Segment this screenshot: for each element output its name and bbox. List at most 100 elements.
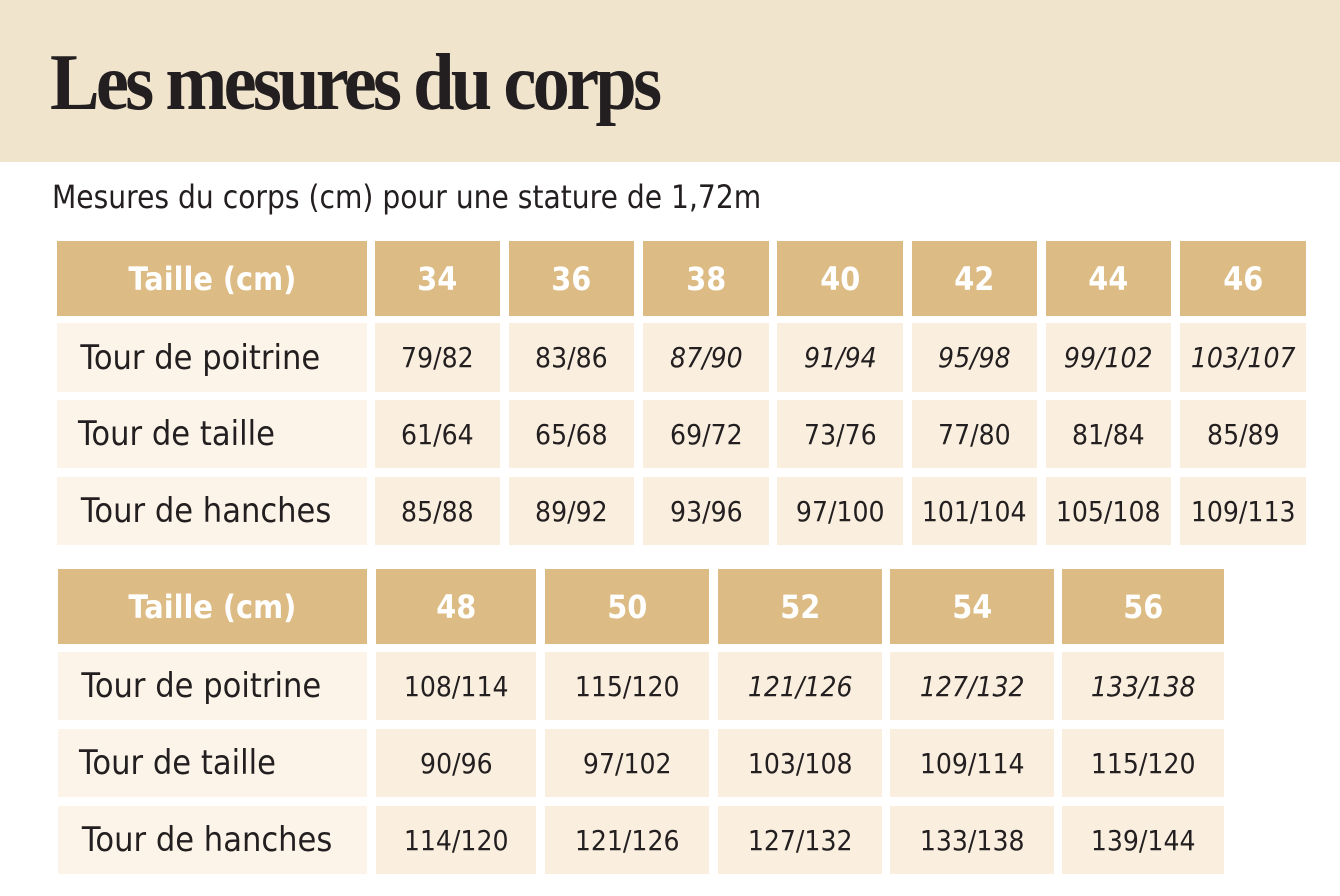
measurement-label-cell-text: Tour de taille	[77, 414, 275, 454]
measurement-value-cell: 133/138	[890, 806, 1054, 874]
measurement-value-cell: 90/96	[376, 729, 536, 797]
measurement-value-cell-text: 105/108	[1056, 494, 1161, 528]
measurement-value-cell: 85/88	[375, 477, 500, 545]
measurement-value-cell-text: 85/88	[401, 494, 474, 528]
measurement-value-cell: 139/144	[1062, 806, 1224, 874]
size-header-cell: 52	[718, 569, 882, 644]
measurement-value-cell-text: 133/138	[1090, 669, 1196, 703]
measurement-value-cell-text: 139/144	[1090, 823, 1196, 857]
measurement-value-cell: 65/68	[509, 400, 634, 468]
measurement-value-cell: 133/138	[1062, 652, 1224, 720]
measurement-value-cell-text: 73/76	[803, 417, 877, 451]
measurement-value-cell: 79/82	[375, 323, 500, 392]
header-label-cell-text: Taille (cm)	[128, 259, 296, 298]
page-title: Les mesures du corps	[50, 39, 662, 127]
measurement-value-cell: 127/132	[890, 652, 1054, 720]
measurement-value-cell-text: 77/80	[938, 417, 1011, 451]
size-header-cell: 40	[777, 241, 903, 316]
measurement-value-cell: 77/80	[912, 400, 1037, 468]
measurement-value-cell-text: 133/138	[919, 823, 1025, 857]
measurement-value-cell-text: 127/132	[919, 669, 1025, 703]
measurement-value-cell-text: 109/113	[1190, 494, 1296, 528]
measurement-value-cell: 99/102	[1046, 323, 1171, 392]
measurement-value-cell-text: 103/108	[747, 746, 853, 780]
measurement-value-cell: 121/126	[545, 806, 709, 874]
size-header-cell-text: 36	[551, 259, 592, 298]
measurement-value-cell: 83/86	[509, 323, 634, 392]
measurement-label-cell: Tour de poitrine	[58, 652, 367, 720]
size-header-cell: 42	[912, 241, 1037, 316]
measurement-value-cell: 115/120	[1062, 729, 1224, 797]
measurement-value-cell-text: 93/96	[669, 494, 743, 528]
measurement-value-cell-text: 87/90	[669, 341, 743, 374]
measurement-value-cell-text: 108/114	[403, 669, 509, 703]
measurement-label-cell-text: Tour de poitrine	[81, 666, 322, 706]
measurement-label-cell-text: Tour de hanches	[81, 820, 333, 860]
measurement-value-cell-text: 121/126	[747, 669, 853, 703]
measurement-value-cell-text: 114/120	[403, 823, 509, 857]
size-header-cell: 56	[1062, 569, 1224, 644]
measurement-label-cell-text: Tour de hanches	[80, 491, 332, 531]
measurement-value-cell: 97/102	[545, 729, 709, 797]
size-header-cell: 34	[375, 241, 500, 316]
measurement-value-cell-text: 103/107	[1190, 341, 1296, 374]
header-label-cell-text: Taille (cm)	[128, 587, 297, 626]
measurement-value-cell-text: 121/126	[574, 823, 680, 857]
size-header-cell-text: 38	[685, 259, 727, 298]
size-header-cell: 54	[890, 569, 1054, 644]
measurement-value-cell-text: 109/114	[919, 746, 1025, 780]
measurement-value-cell-text: 81/84	[1072, 417, 1145, 451]
size-header-cell: 44	[1046, 241, 1171, 316]
measurement-label-cell: Tour de poitrine	[57, 323, 367, 392]
size-header-cell-text: 44	[1088, 259, 1129, 298]
size-header-cell-text: 50	[606, 587, 648, 626]
size-header-cell: 38	[643, 241, 769, 316]
measurement-value-cell-text: 69/72	[669, 417, 743, 451]
measurement-value-cell: 103/107	[1180, 323, 1306, 392]
measurement-value-cell: 87/90	[643, 323, 769, 392]
measurement-value-cell-text: 127/132	[747, 823, 853, 857]
measurement-value-cell: 101/104	[912, 477, 1037, 545]
measurement-value-cell-text: 99/102	[1064, 341, 1153, 374]
header-label-cell: Taille (cm)	[57, 241, 367, 316]
size-header-cell: 50	[545, 569, 709, 644]
size-header-cell-text: 46	[1222, 259, 1264, 298]
measurement-value-cell: 115/120	[545, 652, 709, 720]
measurement-value-cell-text: 79/82	[401, 341, 474, 374]
measurement-value-cell: 81/84	[1046, 400, 1171, 468]
measurement-value-cell: 73/76	[777, 400, 903, 468]
size-header-cell-text: 56	[1122, 587, 1164, 626]
measurement-value-cell: 114/120	[376, 806, 536, 874]
measurement-label-cell: Tour de taille	[58, 729, 367, 797]
measurement-value-cell: 91/94	[777, 323, 903, 392]
size-header-cell: 48	[376, 569, 536, 644]
measurement-value-cell: 127/132	[718, 806, 882, 874]
size-header-cell-text: 52	[779, 587, 821, 626]
measurement-value-cell: 121/126	[718, 652, 882, 720]
measurement-value-cell: 105/108	[1046, 477, 1171, 545]
measurement-value-cell: 95/98	[912, 323, 1037, 392]
size-header-cell-text: 42	[954, 259, 995, 298]
measurement-value-cell-text: 90/96	[419, 746, 493, 780]
measurement-label-cell-text: Tour de poitrine	[80, 337, 321, 378]
measurement-value-cell-text: 83/86	[535, 341, 608, 374]
header-label-cell: Taille (cm)	[58, 569, 367, 644]
measurement-value-cell: 109/113	[1180, 477, 1306, 545]
measurement-value-cell-text: 115/120	[1090, 746, 1196, 780]
page-subtitle: Mesures du corps (cm) pour une stature d…	[52, 178, 762, 216]
size-header-cell-text: 34	[417, 259, 458, 298]
measurement-value-cell: 97/100	[777, 477, 903, 545]
measurement-value-cell-text: 101/104	[922, 494, 1027, 528]
size-header-cell: 36	[509, 241, 634, 316]
measurement-value-cell: 108/114	[376, 652, 536, 720]
measurement-value-cell: 89/92	[509, 477, 634, 545]
measurement-value-cell-text: 61/64	[401, 417, 474, 451]
measurement-value-cell: 85/89	[1180, 400, 1306, 468]
measurement-value-cell: 69/72	[643, 400, 769, 468]
measurement-value-cell: 61/64	[375, 400, 500, 468]
measurement-value-cell-text: 65/68	[535, 417, 608, 451]
measurement-value-cell: 103/108	[718, 729, 882, 797]
measurement-value-cell: 109/114	[890, 729, 1054, 797]
measurement-value-cell-text: 97/100	[795, 494, 885, 528]
measurement-label-cell-text: Tour de taille	[78, 743, 276, 783]
